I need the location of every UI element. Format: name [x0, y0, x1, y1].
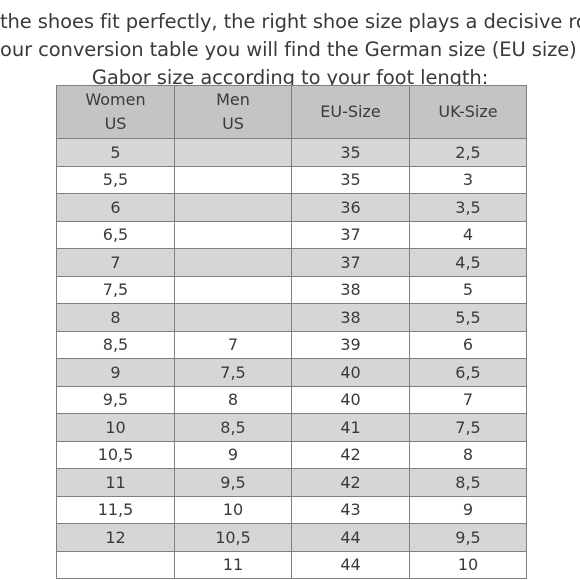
uk-size-cell: 5: [409, 275, 527, 304]
women-us-cell: 9,5: [56, 385, 175, 414]
men-us-cell: 9: [174, 440, 292, 469]
table-row: 9 7,5 40 6,5: [56, 358, 527, 387]
table-row: 11,5 10 43 9: [56, 495, 527, 524]
women-us-cell: 7: [56, 248, 175, 277]
eu-size-cell: 42: [291, 468, 410, 497]
uk-size-cell: 6,5: [409, 358, 527, 387]
uk-size-cell: 5,5: [409, 303, 527, 332]
uk-size-cell: 6: [409, 330, 527, 359]
women-us-cell: 8: [56, 303, 175, 332]
men-us-cell: 7: [174, 330, 292, 359]
table-row: 6,5 37 4: [56, 220, 527, 249]
uk-size-cell: 9,5: [409, 523, 527, 552]
table-row: 7 37 4,5: [56, 248, 527, 277]
intro-line-2: our conversion table you will find the G…: [0, 37, 580, 61]
women-us-cell: 11,5: [56, 495, 175, 524]
men-us-cell: [174, 220, 292, 249]
men-us-cell: [174, 165, 292, 194]
table-body: 5 35 2,5 5,5 35 3 6 36 3,5 6,5 37 4 7 37 4,5 7,5 38 5 8 38 5…: [56, 138, 527, 579]
women-us-cell: 8,5: [56, 330, 175, 359]
size-conversion-table: Women US Men US EU-Size UK-Size 5 35 2,5 5,…: [56, 85, 527, 579]
eu-size-cell: 37: [291, 248, 410, 277]
women-us-cell: 5: [56, 138, 175, 167]
men-us-cell: [174, 303, 292, 332]
eu-size-cell: 42: [291, 440, 410, 469]
men-us-cell: [174, 275, 292, 304]
women-us-cell: 12: [56, 523, 175, 552]
table-row: 6 36 3,5: [56, 193, 527, 222]
men-us-cell: 9,5: [174, 468, 292, 497]
eu-size-cell: 35: [291, 138, 410, 167]
eu-size-cell: 40: [291, 358, 410, 387]
intro-line-3: Gabor size according to your foot length…: [91, 65, 489, 89]
women-us-cell: 9: [56, 358, 175, 387]
eu-size-cell: 35: [291, 165, 410, 194]
men-us-cell: 7,5: [174, 358, 292, 387]
eu-size-cell: 40: [291, 385, 410, 414]
uk-size-cell: 2,5: [409, 138, 527, 167]
eu-size-cell: 44: [291, 523, 410, 552]
table-row: 7,5 38 5: [56, 275, 527, 304]
eu-size-cell: 39: [291, 330, 410, 359]
table-row: 9,5 8 40 7: [56, 385, 527, 414]
header-women-us: Women US: [56, 85, 175, 139]
table-row: 5,5 35 3: [56, 165, 527, 194]
women-us-cell: [56, 550, 175, 579]
women-us-cell: 11: [56, 468, 175, 497]
women-us-cell: 10: [56, 413, 175, 442]
table-row: 10,5 9 42 8: [56, 440, 527, 469]
uk-size-cell: 10: [409, 550, 527, 579]
uk-size-cell: 4,5: [409, 248, 527, 277]
women-us-cell: 6: [56, 193, 175, 222]
eu-size-cell: 37: [291, 220, 410, 249]
header-women-us-line-2: US: [104, 114, 127, 133]
uk-size-cell: 7: [409, 385, 527, 414]
header-eu-size: EU-Size: [291, 85, 410, 139]
men-us-cell: [174, 138, 292, 167]
uk-size-cell: 7,5: [409, 413, 527, 442]
table-row: 8,5 7 39 6: [56, 330, 527, 359]
header-uk-size-label: UK-Size: [438, 102, 498, 121]
header-women-us-line-1: Women: [85, 90, 146, 109]
uk-size-cell: 8: [409, 440, 527, 469]
men-us-cell: [174, 248, 292, 277]
table-row: 8 38 5,5: [56, 303, 527, 332]
eu-size-cell: 38: [291, 275, 410, 304]
eu-size-cell: 43: [291, 495, 410, 524]
uk-size-cell: 9: [409, 495, 527, 524]
table-row: 11 44 10: [56, 550, 527, 579]
women-us-cell: 6,5: [56, 220, 175, 249]
uk-size-cell: 8,5: [409, 468, 527, 497]
eu-size-cell: 41: [291, 413, 410, 442]
header-men-us: Men US: [174, 85, 292, 139]
eu-size-cell: 44: [291, 550, 410, 579]
women-us-cell: 7,5: [56, 275, 175, 304]
intro-line-1: the shoes fit perfectly, the right shoe …: [0, 9, 580, 33]
table-row: 12 10,5 44 9,5: [56, 523, 527, 552]
header-eu-size-label: EU-Size: [320, 102, 381, 121]
men-us-cell: 8,5: [174, 413, 292, 442]
uk-size-cell: 4: [409, 220, 527, 249]
women-us-cell: 5,5: [56, 165, 175, 194]
table-row: 10 8,5 41 7,5: [56, 413, 527, 442]
uk-size-cell: 3: [409, 165, 527, 194]
men-us-cell: [174, 193, 292, 222]
men-us-cell: 10: [174, 495, 292, 524]
intro-paragraph: the shoes fit perfectly, the right shoe …: [0, 8, 580, 92]
header-men-us-line-2: US: [222, 114, 244, 133]
men-us-cell: 11: [174, 550, 292, 579]
eu-size-cell: 38: [291, 303, 410, 332]
eu-size-cell: 36: [291, 193, 410, 222]
table-row: 5 35 2,5: [56, 138, 527, 167]
men-us-cell: 8: [174, 385, 292, 414]
uk-size-cell: 3,5: [409, 193, 527, 222]
header-men-us-line-1: Men: [216, 90, 250, 109]
table-header-row: Women US Men US EU-Size UK-Size: [56, 85, 527, 139]
men-us-cell: 10,5: [174, 523, 292, 552]
header-uk-size: UK-Size: [409, 85, 527, 139]
table-row: 11 9,5 42 8,5: [56, 468, 527, 497]
women-us-cell: 10,5: [56, 440, 175, 469]
